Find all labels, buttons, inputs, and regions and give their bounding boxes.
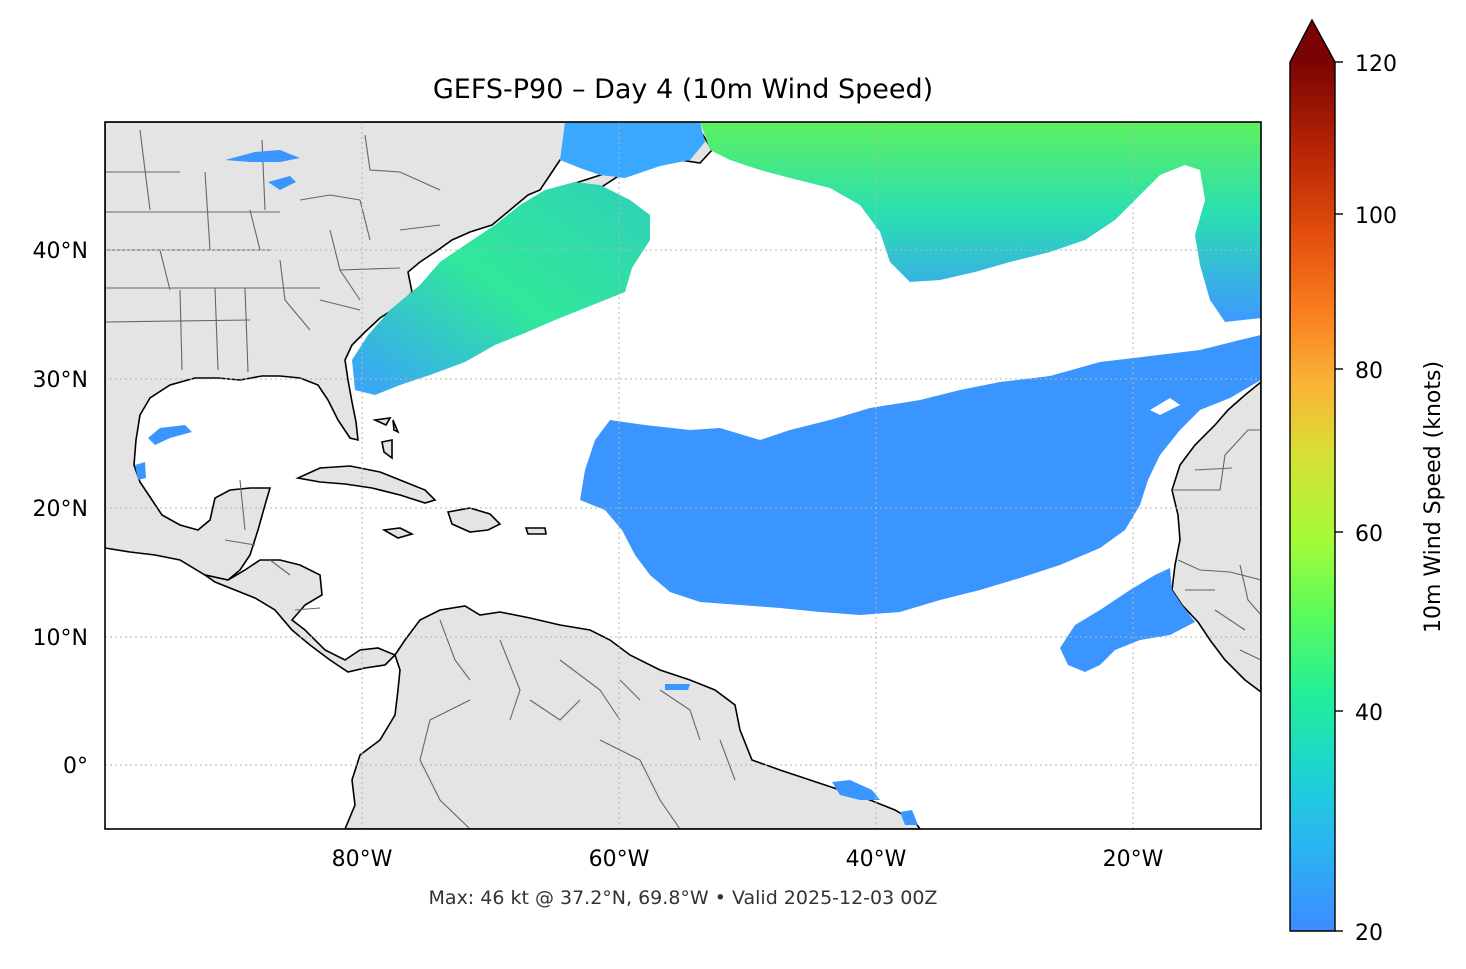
lon-label-20w: 20°W [1103,847,1164,872]
max-wind-caption: Max: 46 kt @ 37.2°N, 69.8°W • Valid 2025… [429,887,938,909]
lat-label-40n: 40°N [33,239,88,264]
latitude-labels: 40°N 30°N 20°N 10°N 0° [33,239,88,779]
west-africa-land [1171,380,1261,693]
lat-label-30n: 30°N [33,368,88,393]
south-america-land [344,605,921,829]
bahamas-land [372,416,400,460]
wind-swath-labrador-sea [560,122,705,178]
map-panel [105,122,1261,829]
colorbar-outline [1289,18,1336,932]
map-title: GEFS-P90 – Day 4 (10m Wind Speed) [433,74,933,105]
lat-label-10n: 10°N [33,626,88,651]
lat-label-20n: 20°N [33,497,88,522]
lon-label-60w: 60°W [589,847,650,872]
colorbar-ticks [1335,61,1343,932]
colorbar-tick-80: 80 [1355,359,1383,384]
wind-swath-north-atlantic [700,122,1261,322]
colorbar-label: 10m Wind Speed (knots) [1421,361,1446,633]
cuba-land [295,465,437,504]
colorbar-gradient [1290,62,1335,931]
colorbar-tick-60: 60 [1355,522,1383,547]
puerto-rico-land [524,527,547,535]
colorbar-tick-120: 120 [1355,52,1397,77]
wind-swath-great-lakes [225,150,300,190]
colorbar-tick-20: 20 [1355,921,1383,946]
wind-swath-subtropical-band [580,335,1261,615]
central-america-land [204,559,397,673]
wind-field [135,122,1261,825]
colorbar-extend-arrow [1290,20,1335,62]
wind-swath-canary [1150,398,1180,415]
colorbar-tick-100: 100 [1355,204,1397,229]
colorbar-tick-40: 40 [1355,701,1383,726]
longitude-labels: 80°W 60°W 40°W 20°W [332,847,1164,872]
political-borders [105,129,1261,829]
lat-label-0: 0° [63,754,88,779]
map-frame [104,121,1262,830]
colorbar: 120 100 80 60 40 20 10m Wind Speed (knot… [1289,18,1446,946]
jamaica-land [381,527,415,539]
wind-swath-northeast-us [352,182,650,395]
wind-swath-gulf [135,425,192,480]
lon-label-40w: 40°W [846,847,907,872]
wind-swath-amazon-mouth [665,684,918,825]
hispaniola-land [446,507,502,533]
north-america-land [105,122,601,581]
wind-swath-cape-verde [1060,568,1195,672]
lon-label-80w: 80°W [332,847,393,872]
